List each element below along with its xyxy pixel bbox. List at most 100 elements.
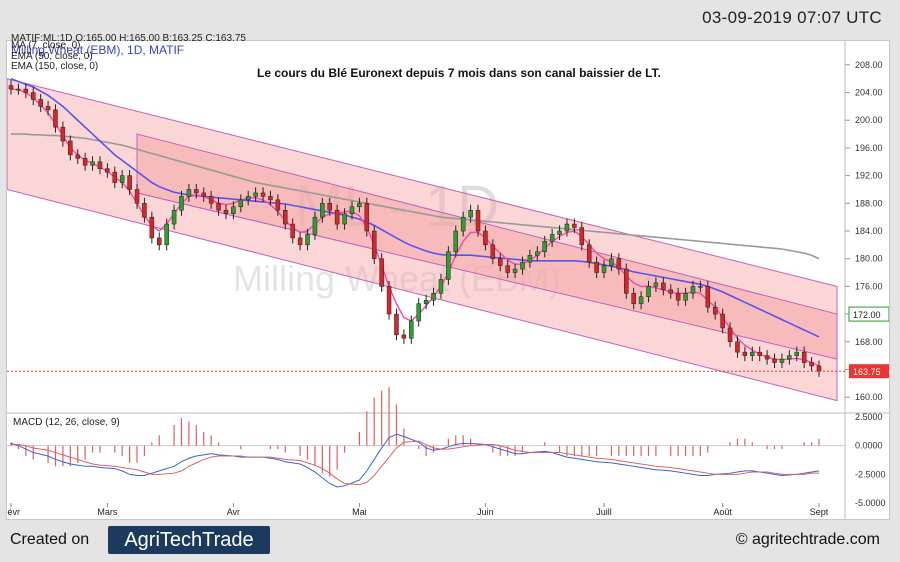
candle-body: [564, 223, 570, 232]
channel-inner: [136, 133, 838, 360]
candle-body: [349, 206, 355, 214]
candle-body: [401, 334, 407, 339]
candle-body: [208, 196, 214, 204]
candle-body: [23, 88, 29, 93]
candle-body: [194, 189, 199, 194]
candle-body: [727, 327, 733, 343]
candle-body: [757, 351, 762, 356]
price-tick-label: 188.00: [855, 198, 883, 208]
candle-body: [216, 203, 221, 211]
candle-body: [453, 230, 459, 253]
candle-body: [171, 209, 177, 225]
candle-body: [579, 227, 585, 246]
website-link[interactable]: © agritechtrade.com: [735, 531, 880, 548]
candle-body: [483, 230, 488, 246]
ema-price-label: 172.00: [853, 310, 881, 320]
candle-body: [312, 216, 318, 235]
price-tick-label: 180.00: [855, 254, 883, 264]
x-tick-label: Août: [713, 507, 732, 517]
x-tick-label: Mars: [97, 507, 117, 517]
candle-body: [283, 209, 288, 225]
candle-body: [201, 192, 206, 197]
candle-body: [712, 306, 718, 315]
candle-body: [527, 254, 533, 263]
candle-body: [497, 258, 503, 266]
candle-body: [416, 303, 421, 322]
candle-body: [134, 189, 140, 204]
candle-body: [816, 365, 822, 372]
candle-body: [720, 313, 725, 329]
candle-body: [45, 106, 51, 111]
price-tick-label: 168.00: [855, 337, 883, 347]
candle-body: [438, 279, 444, 294]
candle-body: [735, 341, 740, 353]
candle-body: [698, 286, 703, 288]
candle-body: [794, 351, 800, 356]
candle-body: [675, 293, 681, 301]
candle-body: [409, 320, 414, 339]
macd-tick-label: 0.0000: [855, 441, 883, 451]
symbol-line: Milling Wheat (EBM), 1D, MATIF: [11, 43, 185, 57]
candle-body: [30, 92, 36, 100]
candle-body: [787, 355, 792, 360]
candle-body: [705, 286, 711, 308]
candle-body: [646, 286, 651, 298]
candle-body: [364, 203, 370, 232]
candle-body: [475, 209, 481, 232]
candle-body: [379, 258, 384, 287]
candle-body: [164, 223, 169, 246]
candle-body: [683, 293, 688, 301]
candle-body: [97, 161, 103, 169]
price-tick-label: 184.00: [855, 226, 883, 236]
price-tick-label: 196.00: [855, 143, 883, 153]
candle-body: [535, 251, 540, 256]
signal-line: [11, 440, 819, 486]
agritechtrade-logo[interactable]: AgriTechTrade: [108, 526, 270, 554]
ema150-line: [11, 133, 820, 260]
ma-line: MA (7, close, 0): [11, 40, 81, 51]
candle-body: [305, 234, 310, 246]
candle-body: [542, 241, 547, 253]
candle-body: [82, 158, 88, 166]
candle-body: [342, 213, 347, 225]
footer: Created on AgriTechTrade © agritechtrade…: [0, 518, 900, 562]
candle-body: [327, 203, 333, 211]
x-tick-label: Févr: [7, 507, 20, 517]
chart-panel: ML - 1DMilling Wheat (EBM)160.00164.0016…: [2, 33, 890, 520]
candle-body: [586, 244, 592, 263]
candle-body: [334, 209, 340, 225]
candle-body: [423, 299, 429, 304]
candle-body: [223, 209, 229, 214]
candle-body: [557, 230, 562, 235]
candle-body: [505, 265, 510, 273]
candle-body: [320, 203, 325, 218]
timestamp: 03-09-2019 07:07 UTC: [702, 8, 882, 27]
x-tick-label: Avr: [227, 507, 240, 517]
candle-body: [512, 268, 518, 273]
candle-body: [290, 223, 295, 239]
candle-body: [809, 362, 814, 367]
quote-line: MATIF:ML:1D O:165.00 H:165.00 B:163.25 C…: [11, 33, 246, 44]
x-tick-label: Mai: [352, 507, 367, 517]
candle-body: [549, 234, 555, 242]
price-tick-label: 176.00: [855, 281, 883, 291]
candle-body: [446, 251, 451, 280]
candle-body: [609, 258, 614, 266]
macd-tick-label: 2.5000: [855, 412, 883, 422]
candle-body: [572, 223, 577, 228]
candle-body: [119, 175, 125, 183]
candle-body: [16, 88, 21, 91]
candle-body: [68, 140, 73, 156]
candle-body: [149, 216, 155, 239]
candle-body: [668, 289, 673, 294]
candle-body: [142, 203, 147, 218]
candle-body: [624, 268, 629, 294]
candle-body: [38, 99, 43, 107]
candle-body: [231, 206, 236, 214]
candle-body: [53, 109, 58, 128]
candle-body: [112, 171, 118, 183]
candle-body: [60, 126, 66, 142]
candle-body: [186, 189, 192, 197]
candle-body: [460, 216, 466, 232]
close-price-label-box: [849, 364, 889, 379]
